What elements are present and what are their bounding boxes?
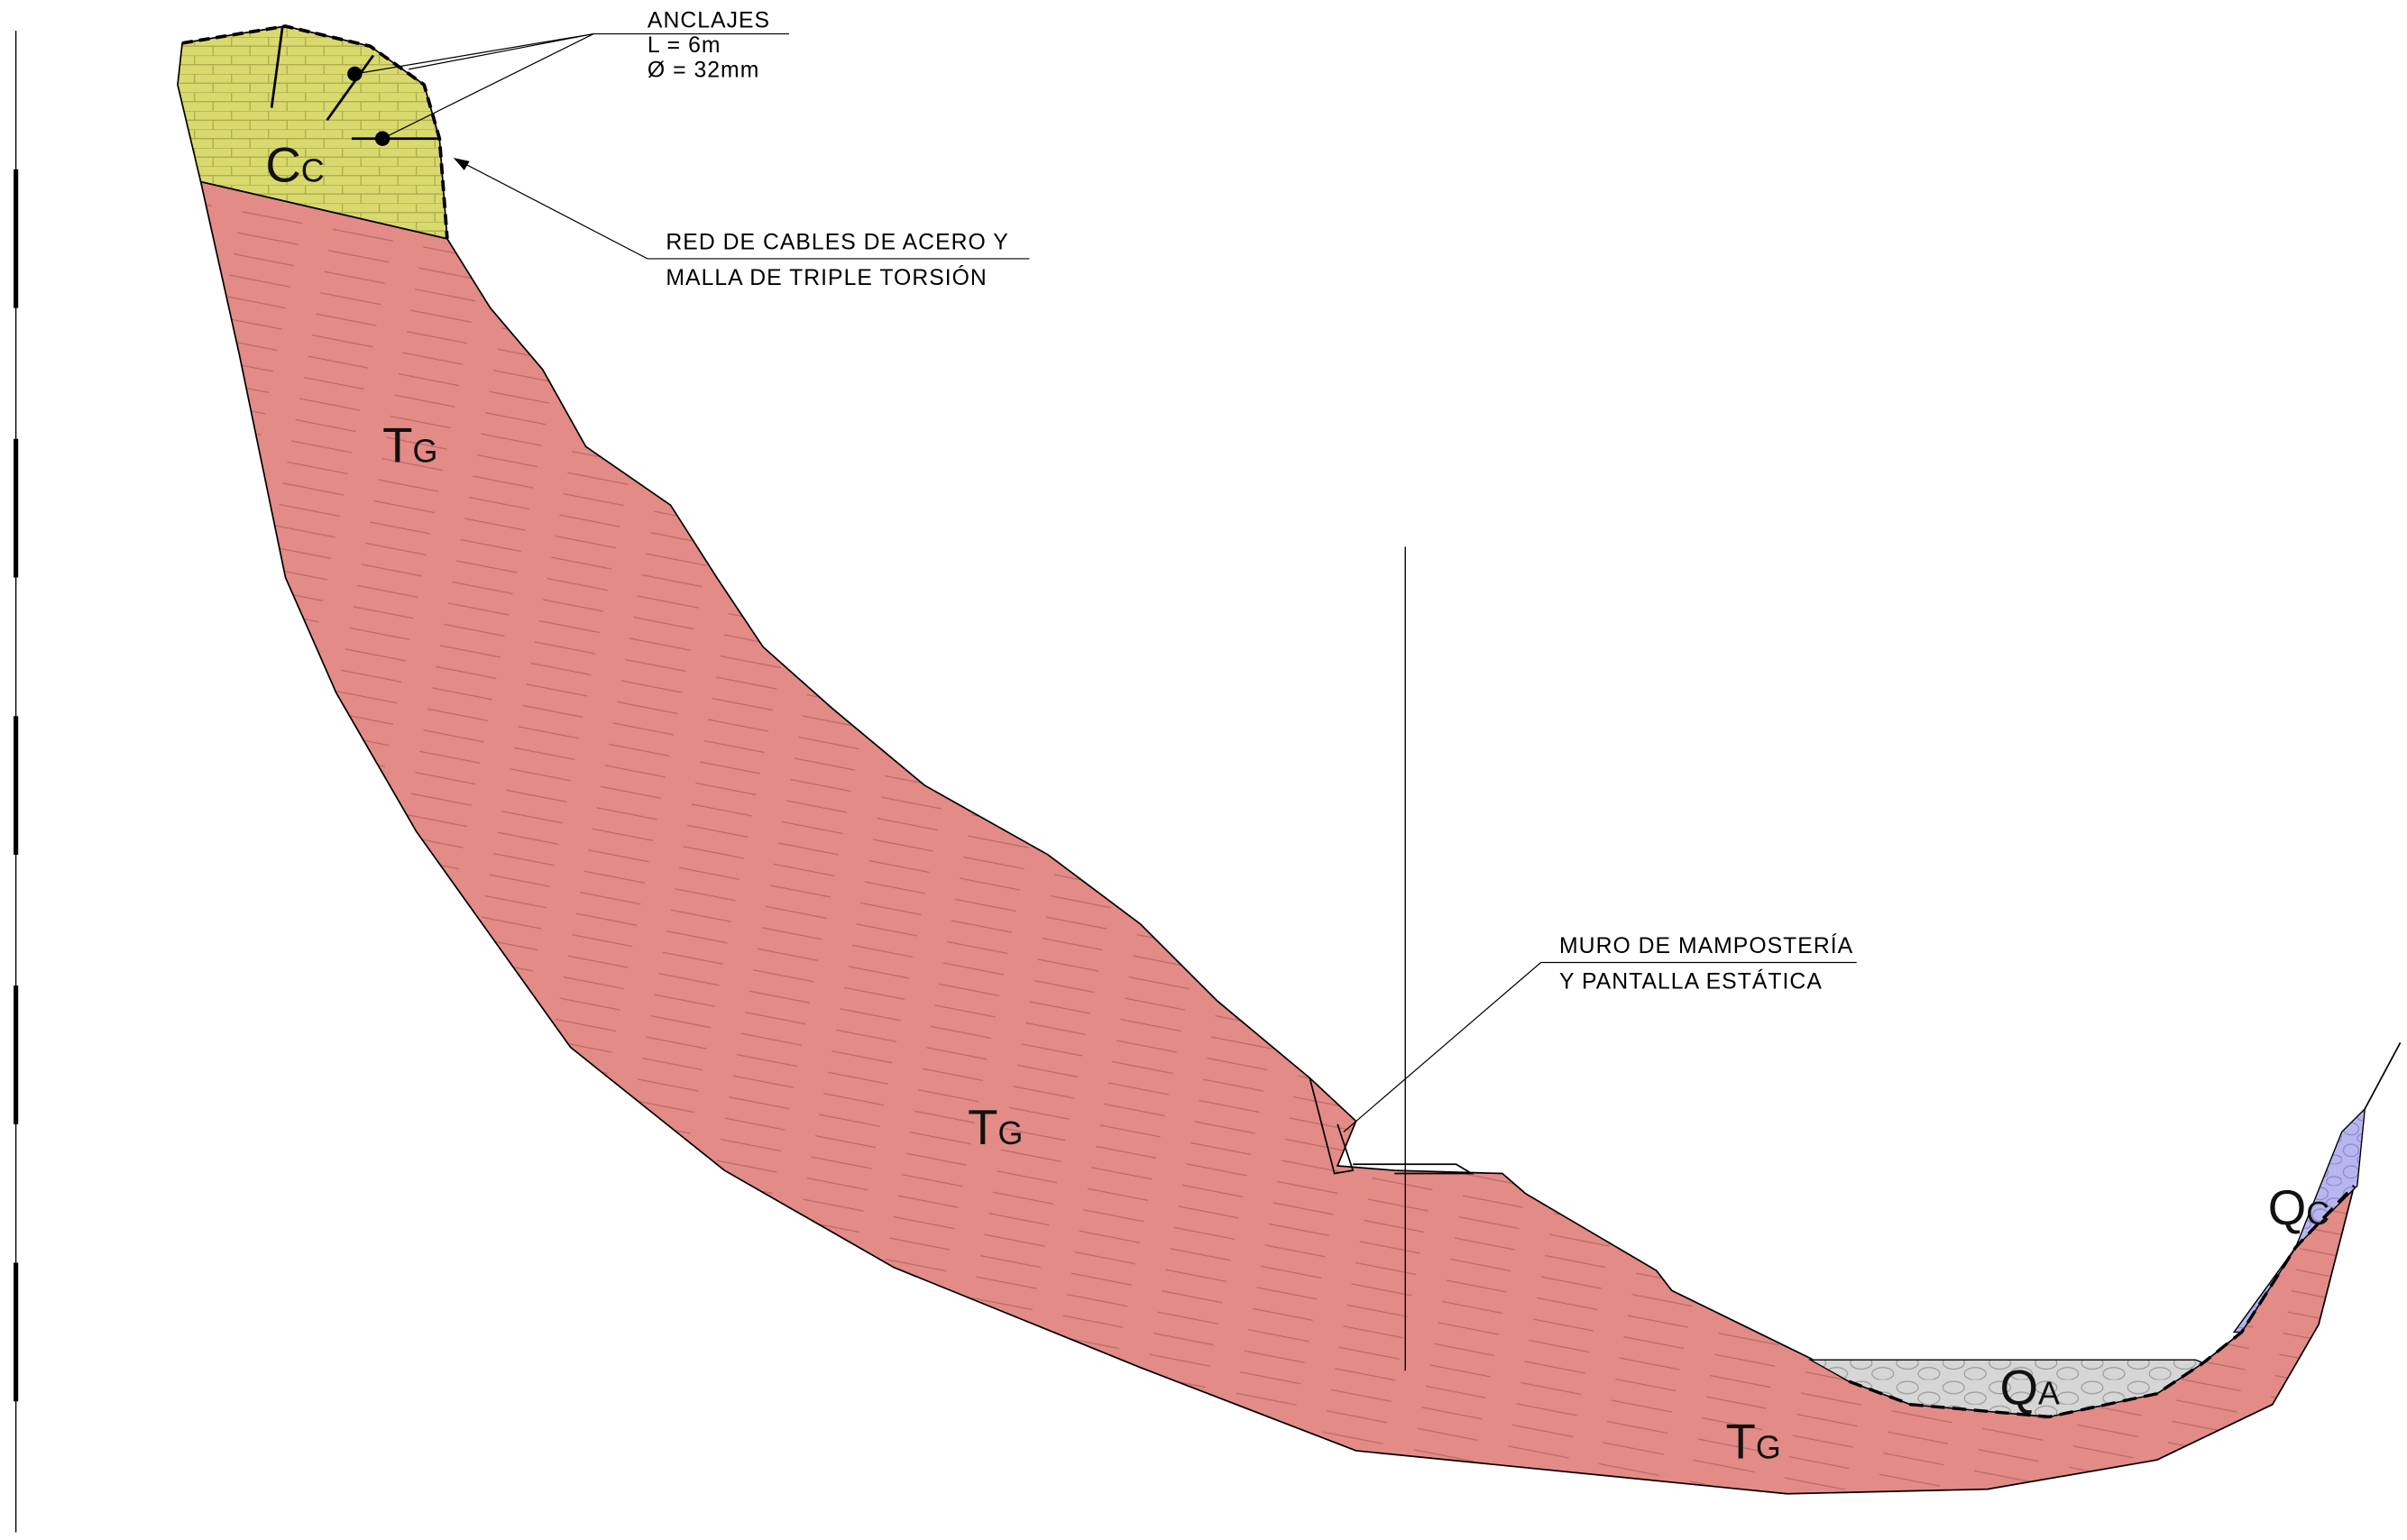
callout-text: Ø = 32mm [648, 58, 759, 82]
unit-sub: G [413, 433, 438, 469]
unit-sub: A [2038, 1376, 2060, 1412]
contact [1848, 1184, 2356, 1419]
wall [1309, 1077, 1475, 1175]
slope-top [2364, 1041, 2402, 1110]
unit-label: CC [265, 138, 324, 193]
callout-text: ANCLAJES [648, 9, 770, 33]
callout-text: Y PANTALLA ESTÁTICA [1559, 970, 1823, 995]
unit-sub: C [301, 153, 325, 189]
unit-label: QA [2000, 1361, 2061, 1416]
unit-letter: Q [2000, 1361, 2039, 1416]
unit-tg [199, 180, 2356, 1495]
unit-letter: T [1726, 1414, 1756, 1469]
unit-sub: C [2306, 1196, 2329, 1232]
unit-letter: C [265, 138, 300, 193]
unit-letter: T [968, 1100, 997, 1155]
unit-label: QC [2268, 1180, 2329, 1235]
unit-label: TG [1726, 1414, 1781, 1469]
callout-text: MALLA DE TRIPLE TORSIÓN [666, 266, 987, 290]
leaders [354, 32, 1857, 1132]
callout-text: RED DE CABLES DE ACERO Y [666, 231, 1008, 255]
callout-text: L = 6m [648, 33, 721, 58]
unit-sub: G [998, 1115, 1024, 1151]
netting [181, 24, 449, 239]
unit-label: TG [968, 1100, 1023, 1155]
unit-sub: G [1756, 1429, 1781, 1465]
anchors [270, 27, 440, 146]
unit-letter: T [382, 417, 412, 472]
callout-text: MURO DE MAMPOSTERÍA [1559, 934, 1853, 958]
unit-label: TG [382, 417, 437, 472]
unit-letter: Q [2268, 1180, 2307, 1235]
